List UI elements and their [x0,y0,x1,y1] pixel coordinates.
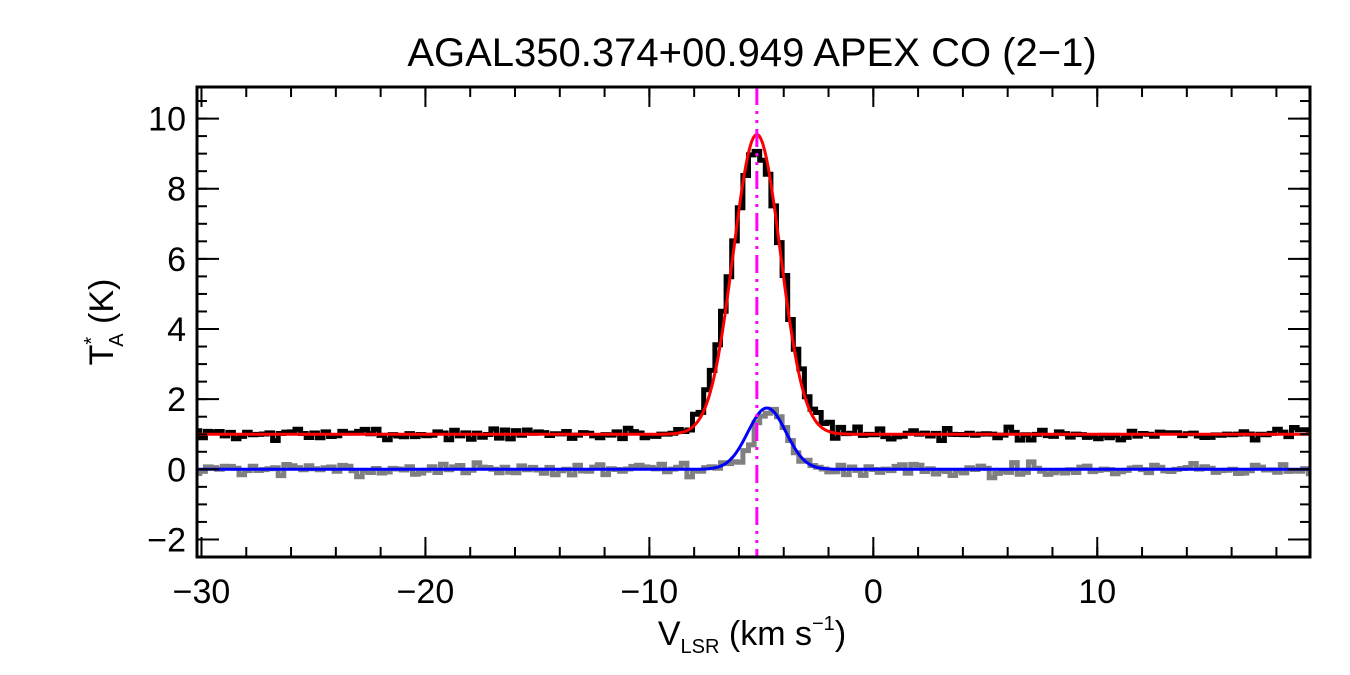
series-step-0 [197,148,1310,443]
x-tick-label: −30 [173,573,231,611]
x-tick-label: −20 [397,573,455,611]
y-axis-label-rest: (K) [83,279,121,334]
y-axis-label-sup: * [81,337,103,345]
x-axis-label-main: V [658,615,681,653]
y-tick-label: 4 [167,311,186,349]
y-tick-label: 0 [167,451,186,489]
x-tick-label: 10 [1078,573,1116,611]
y-tick-label: 10 [148,101,186,139]
x-tick-labels: −30 −20 −10 0 10 [173,573,1117,611]
axis-ticks [197,87,1310,558]
y-axis-label-main: T [83,345,121,366]
y-tick-label: 8 [167,171,186,209]
series-fit-1 [197,406,1310,471]
y-tick-label: 2 [167,381,186,419]
chart-title: AGAL350.374+00.949 APEX CO (2−1) [407,31,1096,75]
x-axis-label-sub: LSR [681,636,720,658]
plot-area [197,87,1310,557]
x-axis-label-sup: −1 [812,613,835,635]
y-tick-label: −2 [147,521,186,559]
plot-frame [195,85,1312,559]
y-tick-labels: −2 0 2 4 6 8 10 [147,101,186,560]
y-tick-label: 6 [167,241,186,279]
x-axis-label-close: ) [835,615,846,653]
series-fit-0 [197,132,1310,436]
x-tick-label: 0 [864,573,883,611]
x-axis-label: VLSR (km s−1) [658,613,846,658]
y-axis-label-sub: A [106,333,128,347]
x-tick-label: −10 [621,573,679,611]
y-axis-label: T* A (K) [81,279,128,366]
x-axis-label-rest: (km s [719,615,812,653]
